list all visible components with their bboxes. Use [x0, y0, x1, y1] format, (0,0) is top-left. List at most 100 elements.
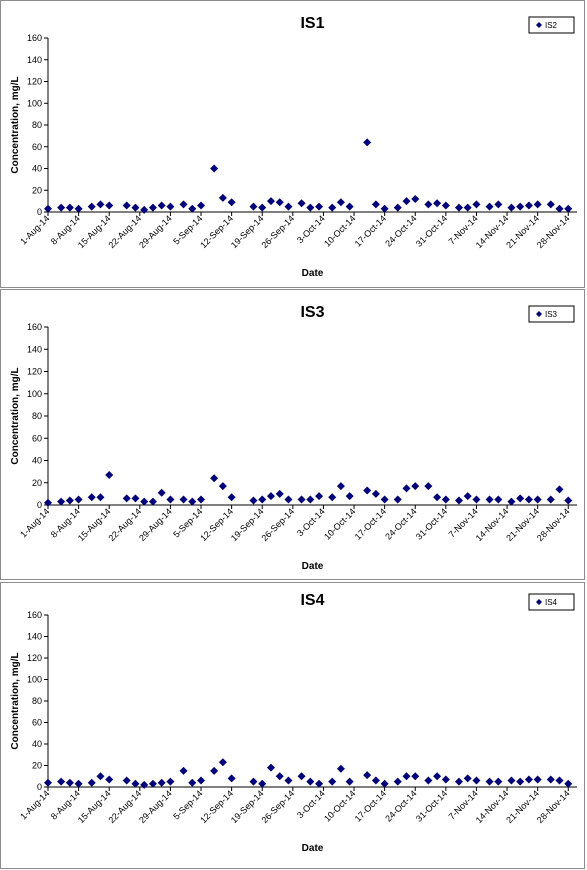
chart-title-is3: IS3	[300, 304, 324, 321]
data-point	[188, 778, 197, 787]
data-point	[441, 201, 450, 210]
y-tick-label: 40	[32, 164, 42, 174]
data-point	[564, 204, 573, 213]
y-tick-label: 60	[32, 718, 42, 728]
data-point	[306, 203, 315, 212]
data-point	[284, 202, 293, 211]
data-point	[472, 776, 481, 785]
y-tick-label: 120	[27, 653, 42, 663]
data-point	[44, 778, 52, 787]
x-tick-label: 1-Aug-14	[18, 506, 51, 539]
legend-marker	[536, 311, 542, 317]
y-tick-label: 160	[27, 610, 42, 620]
data-point	[564, 496, 573, 505]
x-tick-label: 29-Aug-14	[137, 213, 174, 250]
data-point	[524, 495, 533, 504]
x-tick-label: 17-Oct-14	[353, 213, 388, 248]
data-point	[57, 203, 66, 212]
y-tick-label: 160	[27, 322, 42, 332]
data-point	[424, 200, 433, 209]
data-point	[275, 489, 284, 498]
data-point	[555, 776, 564, 785]
data-point	[393, 777, 402, 786]
data-point	[380, 204, 389, 213]
x-tick-label: 28-Nov-14	[535, 213, 572, 250]
data-point	[266, 197, 275, 206]
data-point	[336, 764, 345, 773]
x-tick-label: 31-Oct-14	[414, 788, 449, 823]
data-point	[179, 495, 188, 504]
legend-box	[528, 593, 575, 611]
x-axis-label: Date	[302, 268, 324, 279]
data-point	[258, 495, 267, 504]
chart-panel-is3: IS3 0 20 40 60 80 100 120 140 160 1-Aug-14 8-Aug-14…	[0, 289, 585, 580]
data-point	[166, 777, 175, 786]
data-point	[65, 496, 74, 505]
data-point	[258, 203, 267, 212]
x-tick-label: 29-Aug-14	[137, 506, 174, 543]
data-point	[131, 203, 140, 212]
x-tick-label: 26-Sep-14	[259, 788, 296, 825]
y-tick-label: 140	[27, 632, 42, 642]
data-point	[402, 197, 411, 206]
data-point	[433, 772, 442, 781]
y-tick-label: 60	[32, 142, 42, 152]
data-point	[371, 776, 380, 785]
data-point	[533, 495, 542, 504]
y-tick-label: 20	[32, 185, 42, 195]
legend-label: IS4	[545, 598, 558, 607]
x-tick-label: 17-Oct-14	[353, 788, 388, 823]
y-tick-label: 0	[37, 782, 42, 792]
data-point	[266, 492, 275, 501]
data-point	[210, 474, 219, 483]
chart-legend: IS4	[528, 593, 575, 611]
y-tick-label: 100	[27, 98, 42, 108]
data-point	[472, 495, 481, 504]
data-point	[157, 488, 166, 497]
x-axis-label: Date	[302, 843, 324, 854]
y-tick-label: 140	[27, 55, 42, 65]
data-point	[284, 776, 293, 785]
data-point	[524, 775, 533, 784]
x-tick-label: 31-Oct-14	[414, 213, 449, 248]
y-axis-label: Concentration, mg/L	[10, 652, 21, 749]
data-point	[533, 200, 542, 209]
data-point	[441, 495, 450, 504]
x-axis-label: Date	[302, 561, 324, 572]
data-point	[454, 777, 463, 786]
data-point	[463, 492, 472, 501]
x-tick-label: 28-Nov-14	[535, 506, 572, 543]
y-axis-label: Concentration, mg/L	[10, 76, 21, 173]
data-point	[227, 774, 236, 783]
data-point	[494, 495, 503, 504]
data-point	[74, 204, 83, 213]
legend-label: IS3	[545, 310, 558, 319]
y-tick-label: 0	[37, 500, 42, 510]
data-point	[105, 470, 114, 479]
chart-title-is4: IS4	[300, 592, 324, 609]
data-point	[122, 494, 131, 503]
data-point	[122, 201, 131, 210]
y-tick-label: 80	[32, 411, 42, 421]
x-tick-label: 26-Sep-14	[259, 506, 296, 543]
data-point	[345, 202, 354, 211]
data-point	[516, 777, 525, 786]
data-point	[148, 203, 157, 212]
data-point	[441, 775, 450, 784]
data-point	[148, 497, 157, 506]
data-point	[424, 482, 433, 491]
x-tick-label: 24-Oct-14	[383, 213, 418, 248]
data-point	[166, 202, 175, 211]
x-tick-label: 24-Oct-14	[383, 506, 418, 541]
x-tick-label: 10-Oct-14	[322, 506, 357, 541]
data-point	[546, 495, 555, 504]
x-tick-label: 10-Oct-14	[322, 788, 357, 823]
data-point	[380, 779, 389, 788]
data-point	[345, 492, 354, 501]
data-point	[371, 489, 380, 498]
data-point	[140, 780, 149, 789]
data-point	[157, 201, 166, 210]
y-axis-label: Concentration, mg/L	[10, 367, 21, 464]
data-point	[44, 498, 52, 507]
data-point	[188, 204, 197, 213]
